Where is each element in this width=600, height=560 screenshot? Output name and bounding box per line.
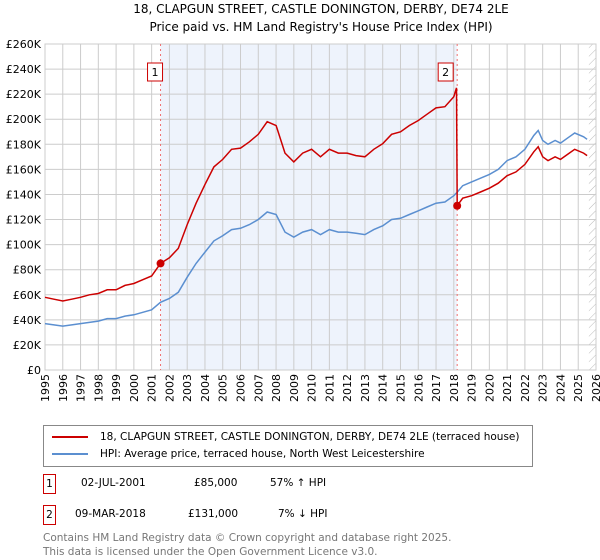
sale-marker-label: 2: [43, 505, 56, 525]
x-tick-label: 1998: [92, 374, 105, 402]
sale-marker-label: 2: [442, 66, 449, 79]
property-price-line: [44, 87, 588, 302]
y-tick-label: £240K: [6, 63, 42, 76]
legend-label: 18, CLAPGUN STREET, CASTLE DONINGTON, DE…: [100, 431, 520, 443]
sale-date: 02-JUL-2001: [81, 477, 146, 489]
x-tick-label: 2018: [448, 374, 461, 402]
legend-swatch: [52, 436, 88, 438]
x-tick-label: 2017: [430, 374, 443, 402]
x-tick-label: 2010: [306, 374, 319, 402]
x-tick-label: 2014: [377, 374, 390, 402]
chart: 1995 1996 1997 1998 1999 2000 2001 2002 2003 2004…: [6, 38, 600, 402]
x-tick-label: 2025: [572, 374, 585, 402]
y-tick-label: £140K: [6, 188, 42, 201]
x-tick-label: 2026: [590, 374, 600, 402]
sale-marker-box: [147, 62, 164, 82]
y-tick-label: £60K: [13, 289, 42, 302]
y-tick-label: £180K: [6, 138, 42, 151]
footer-licence: This data is licensed under the Open Gov…: [43, 546, 378, 558]
sale-marker-label: 1: [152, 66, 159, 79]
x-tick-label: 2000: [128, 374, 141, 402]
sale-price: £131,000: [188, 508, 239, 520]
y-tick-label: £120K: [6, 214, 42, 227]
x-tick-label: 2022: [519, 374, 532, 402]
sale-marker-label: 1: [43, 474, 56, 494]
chart-title: 18, CLAPGUN STREET, CASTLE DONINGTON, DE…: [133, 2, 509, 16]
y-tick-label: £40K: [13, 314, 42, 327]
sale-period-shading: [160, 44, 458, 370]
x-tick-label: 1999: [110, 374, 123, 402]
sale-price: £85,000: [194, 477, 238, 489]
chart-subtitle: Price paid vs. HM Land Registry's House …: [149, 20, 493, 34]
legend-item-property: 18, CLAPGUN STREET, CASTLE DONINGTON, DE…: [52, 431, 519, 443]
y-tick-label: £0: [27, 364, 41, 377]
x-tick-label: 1995: [39, 374, 52, 402]
y-tick-label: £100K: [6, 239, 42, 252]
x-tick-label: 2006: [235, 374, 248, 402]
x-tick-label: 2013: [359, 374, 372, 402]
x-tick-label: 2007: [252, 374, 265, 402]
x-tick-label: 2012: [341, 374, 354, 402]
x-tick-label: 1997: [75, 374, 88, 402]
x-tick-label: 2008: [270, 374, 283, 402]
x-tick-label: 2009: [288, 374, 301, 402]
y-tick-label: £260K: [6, 38, 42, 51]
x-tick-label: 2011: [323, 374, 336, 402]
sale-hpi: 57% ↑ HPI: [270, 477, 327, 489]
x-tick-label: 2004: [199, 374, 212, 402]
hpi-line: [44, 129, 588, 327]
legend: 18, CLAPGUN STREET, CASTLE DONINGTON, DE…: [43, 425, 533, 467]
footer-copyright: Contains HM Land Registry data © Crown c…: [43, 532, 452, 544]
plot-border: [44, 43, 597, 371]
y-tick-label: £20K: [13, 339, 42, 352]
x-tick-label: 2019: [466, 374, 479, 402]
legend-swatch: [52, 453, 88, 455]
y-tick-label: £220K: [6, 88, 42, 101]
x-tick-label: 2005: [217, 374, 230, 402]
y-tick-label: £160K: [6, 163, 42, 176]
sale-hpi: 7% ↓ HPI: [278, 508, 328, 520]
x-tick-label: 2021: [501, 374, 514, 402]
sale-date: 09-MAR-2018: [75, 508, 146, 520]
legend-label: HPI: Average price, terraced house, Nort…: [100, 448, 425, 460]
x-tick-label: 2024: [554, 374, 567, 402]
sale-marker-box: [437, 62, 454, 82]
legend-item-hpi: HPI: Average price, terraced house, Nort…: [52, 448, 425, 460]
y-tick-label: £80K: [13, 264, 42, 277]
x-tick-label: 2015: [394, 374, 407, 402]
sale-point: [453, 201, 462, 210]
x-tick-label: 2003: [181, 374, 194, 402]
x-tick-label: 2001: [146, 374, 159, 402]
x-tick-label: 2002: [163, 374, 176, 402]
forecast-hatch: [588, 44, 596, 370]
x-tick-label: 2020: [483, 374, 496, 402]
sale-point: [156, 259, 165, 268]
x-tick-label: 2016: [412, 374, 425, 402]
x-tick-label: 1996: [57, 374, 70, 402]
y-tick-label: £200K: [6, 113, 42, 126]
x-tick-label: 2023: [537, 374, 550, 402]
